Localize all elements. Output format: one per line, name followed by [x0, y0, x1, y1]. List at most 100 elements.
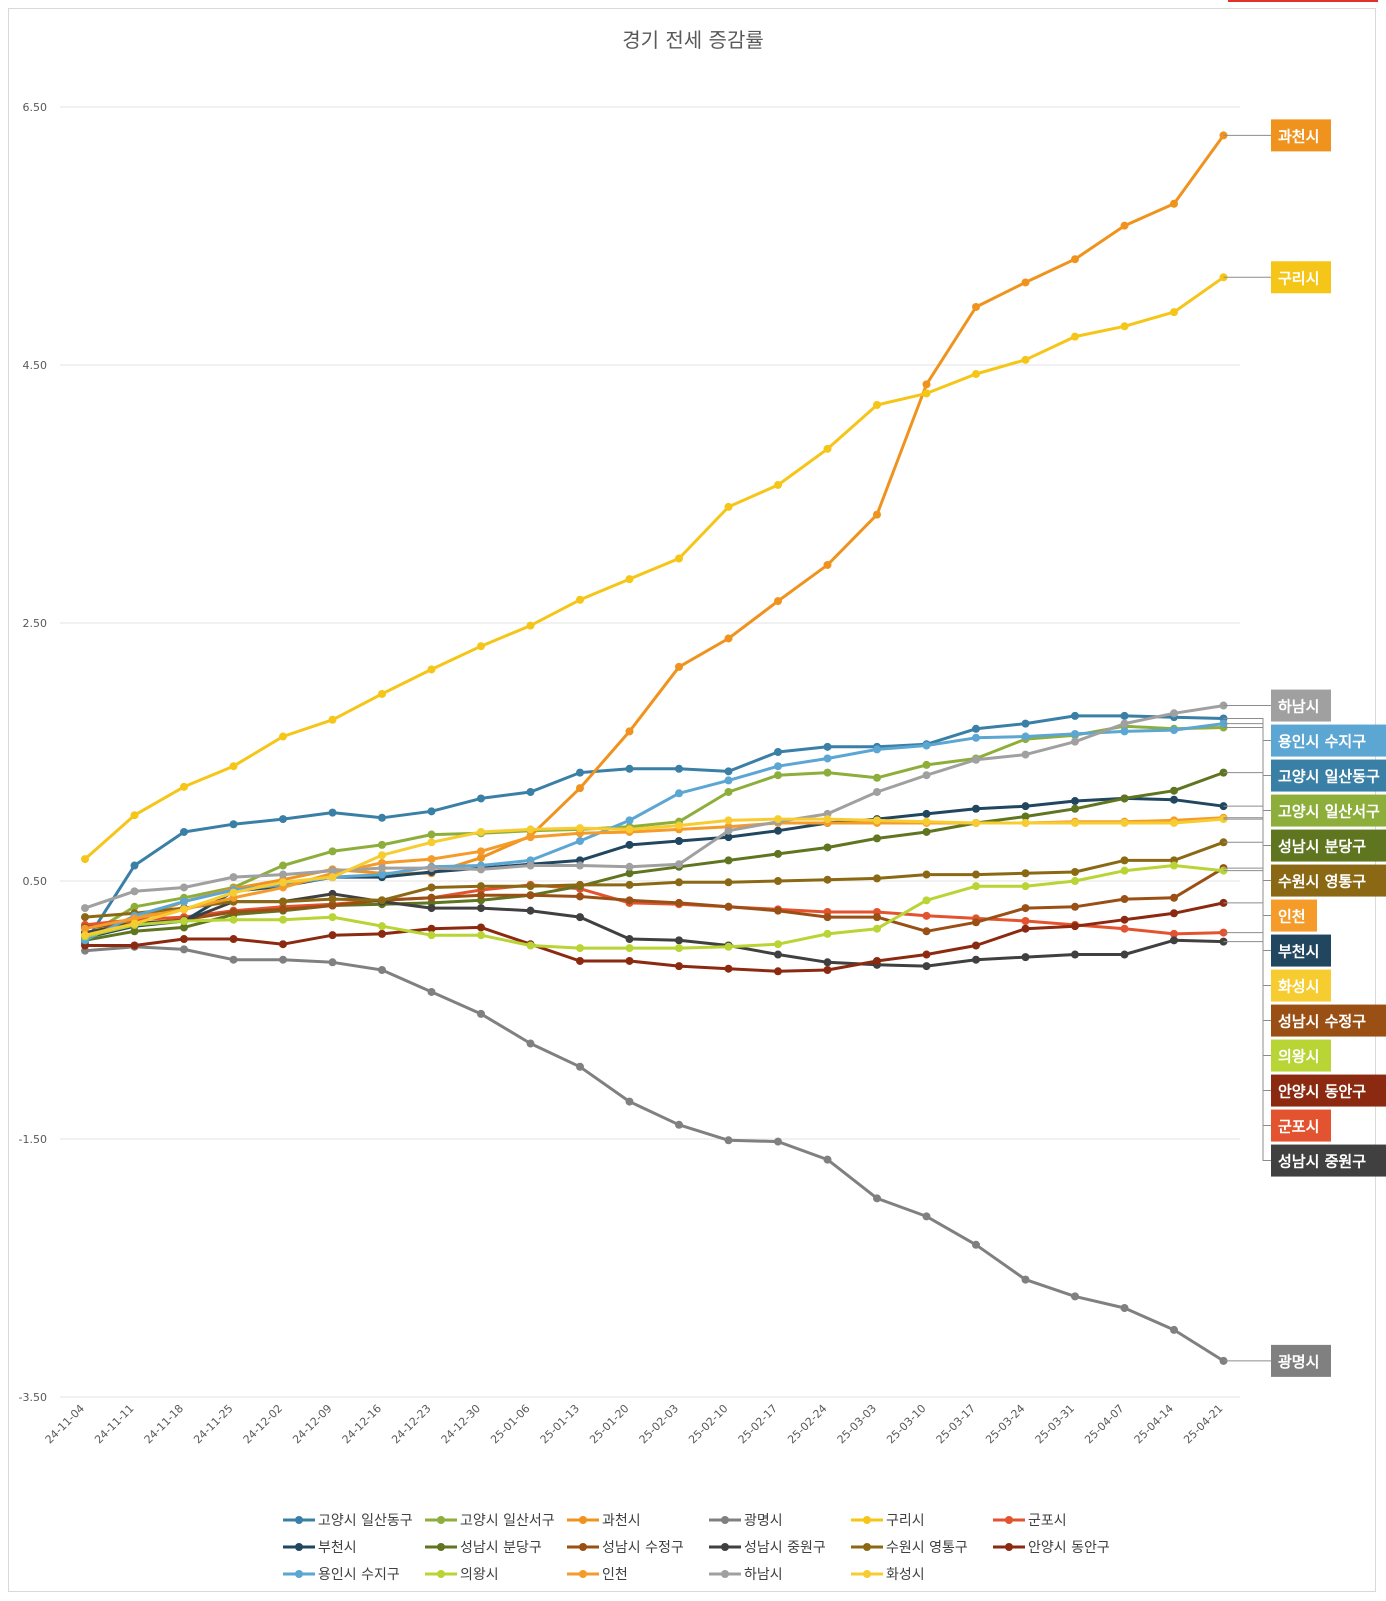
data-point — [625, 944, 634, 953]
legend-swatch-dot — [295, 1516, 303, 1524]
x-tick-label: 24-11-11 — [92, 1402, 137, 1447]
legend-item[interactable]: 성남시 분당구 — [425, 1540, 542, 1556]
data-point — [922, 389, 931, 398]
x-tick-label: 25-03-24 — [983, 1402, 1028, 1447]
legend-item[interactable]: 고양시 일산서구 — [425, 1513, 555, 1529]
data-point — [180, 923, 188, 932]
end-label-box — [1271, 794, 1386, 827]
series-line — [84, 796, 1224, 940]
data-point — [1021, 916, 1030, 925]
end-label-text: 안양시 동안구 — [1278, 1083, 1366, 1101]
end-label-안양시 동안구: 안양시 동안구 — [1223, 902, 1386, 1107]
data-point — [229, 935, 238, 944]
legend-item[interactable]: 군포시 — [993, 1513, 1067, 1529]
data-point — [130, 919, 139, 928]
data-point — [81, 904, 89, 913]
data-point — [1120, 950, 1129, 959]
legend-swatch-dot — [1005, 1516, 1013, 1524]
legend-item[interactable]: 고양시 일산동구 — [283, 1513, 413, 1529]
data-point — [279, 897, 287, 906]
data-point — [427, 904, 436, 913]
data-point — [922, 950, 931, 959]
legend-item[interactable]: 광명시 — [709, 1513, 783, 1529]
end-label-text: 구리시 — [1278, 269, 1319, 287]
legend-item[interactable]: 안양시 동안구 — [993, 1540, 1110, 1556]
data-point — [229, 820, 238, 829]
data-point — [823, 1155, 832, 1164]
leader-line — [1223, 941, 1271, 1162]
data-point — [922, 911, 931, 920]
data-point — [972, 755, 980, 764]
legend-item[interactable]: 부천시 — [283, 1540, 357, 1556]
data-point — [576, 768, 584, 777]
legend-item[interactable]: 인천 — [567, 1567, 628, 1583]
legend-label: 의왕시 — [460, 1567, 499, 1583]
data-point — [625, 840, 634, 849]
data-point — [823, 444, 832, 453]
end-label-box — [1271, 829, 1386, 862]
series-구리시 — [81, 273, 1228, 864]
data-point — [1021, 882, 1030, 891]
legend-item[interactable]: 의왕시 — [425, 1567, 499, 1583]
data-point — [477, 923, 485, 932]
data-point — [1120, 895, 1129, 904]
data-point — [625, 935, 634, 944]
legend-item[interactable]: 과천시 — [567, 1513, 641, 1529]
data-point — [180, 945, 188, 954]
legend-label: 고양시 일산동구 — [318, 1513, 413, 1529]
data-point — [1071, 1292, 1079, 1301]
data-point — [526, 1039, 535, 1048]
legend-item[interactable]: 성남시 수정구 — [567, 1540, 684, 1556]
data-point — [823, 560, 832, 569]
data-point — [823, 768, 832, 777]
series-line — [84, 864, 1224, 950]
data-point — [130, 887, 139, 896]
data-point — [576, 824, 584, 833]
data-point — [774, 1137, 782, 1146]
end-label-box — [1271, 1004, 1386, 1037]
data-point — [873, 745, 881, 754]
data-point — [130, 902, 139, 911]
data-point — [1071, 255, 1079, 264]
data-point — [477, 847, 485, 856]
legend-swatch-dot — [863, 1570, 871, 1578]
chart-title: 경기 전세 증감률 — [622, 28, 764, 52]
data-point — [625, 862, 634, 871]
legend-item[interactable]: 화성시 — [851, 1567, 925, 1583]
data-point — [1120, 322, 1129, 331]
x-tick-label: 25-03-17 — [934, 1402, 979, 1447]
legend-item[interactable]: 하남시 — [709, 1567, 783, 1583]
data-point — [675, 821, 683, 830]
legend-label: 용인시 수지구 — [318, 1567, 400, 1583]
data-point — [922, 760, 931, 769]
data-point — [1170, 795, 1178, 804]
legend-label: 광명시 — [744, 1513, 783, 1529]
series-성남시 분당구 — [81, 768, 1228, 945]
data-point — [873, 874, 881, 883]
legend-item[interactable]: 구리시 — [851, 1513, 925, 1529]
data-point — [675, 962, 683, 971]
legend-item[interactable]: 성남시 중원구 — [709, 1540, 826, 1556]
data-point — [625, 727, 634, 736]
data-point — [823, 875, 832, 884]
data-point — [477, 642, 485, 651]
data-point — [180, 897, 188, 906]
data-point — [873, 787, 881, 796]
legend-label: 화성시 — [886, 1567, 925, 1583]
data-point — [1120, 856, 1129, 865]
data-point — [675, 554, 683, 563]
data-point — [774, 815, 782, 824]
x-tick-label: 24-12-23 — [389, 1402, 434, 1447]
x-tick-label: 25-04-21 — [1181, 1402, 1226, 1447]
legend-item[interactable]: 용인시 수지구 — [283, 1567, 400, 1583]
data-point — [427, 838, 436, 847]
gridlines — [60, 106, 1240, 1398]
data-point — [724, 1136, 733, 1145]
data-point — [823, 958, 832, 967]
data-point — [972, 733, 980, 742]
data-point — [972, 918, 980, 927]
legend-item[interactable]: 수원시 영통구 — [851, 1540, 968, 1556]
data-point — [724, 767, 733, 776]
data-point — [1170, 909, 1178, 918]
